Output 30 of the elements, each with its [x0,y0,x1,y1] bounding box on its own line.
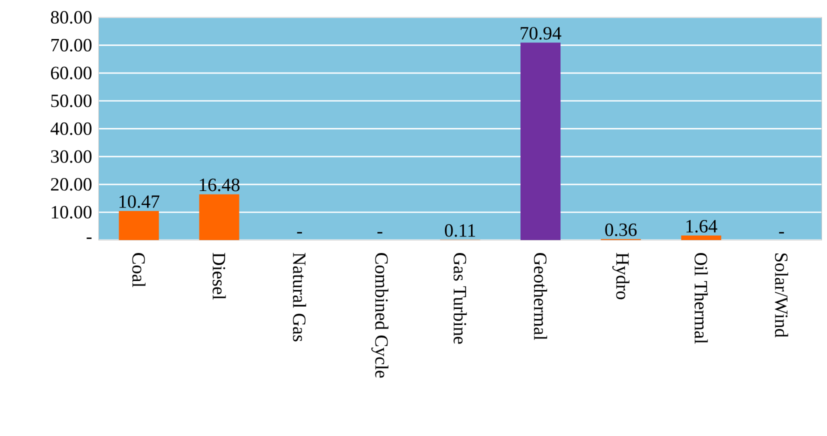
data-label: - [779,232,784,234]
data-label: 0.36 [605,223,637,236]
x-tick-label: Solar/Wind [774,253,788,338]
x-tick-label: Oil Thermal [694,252,708,344]
x-tick-label: Diesel [212,252,226,300]
y-tick-label: 50.00 [51,94,92,108]
bar [681,235,722,240]
y-tick-label: 80.00 [50,10,92,24]
y-tick-label: - [86,237,92,239]
bar [118,210,159,240]
data-label: 10.47 [120,195,160,208]
y-tick-label: 60.00 [51,66,92,80]
data-label: - [377,232,382,234]
bar [199,194,240,240]
y-tick-label: 70.00 [51,38,92,52]
data-label: 0.11 [444,224,476,237]
y-tick-label: 20.00 [51,178,92,191]
x-tick-label: Coal [132,252,146,288]
x-tick-label: Gas Turbine [454,252,467,344]
data-label: - [297,232,302,234]
x-tick-label: Hydro [612,252,630,300]
y-tick-label: 10.00 [52,206,92,219]
data-label: 1.64 [686,220,718,233]
y-tick-label: 40.00 [50,122,92,135]
x-tick-label: Combined Cycle [371,252,388,378]
data-label: 70.94 [520,26,562,40]
bar [520,42,561,240]
x-tick-label: Natural Gas [292,252,306,342]
x-tick-label: Geothermal [534,252,548,340]
y-tick-label: 30.00 [51,150,92,163]
